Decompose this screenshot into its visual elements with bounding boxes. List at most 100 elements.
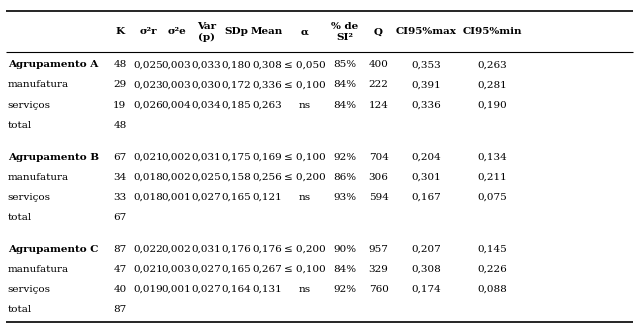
- Text: 0,353: 0,353: [412, 60, 442, 69]
- Text: ns: ns: [298, 285, 311, 294]
- Text: 0,027: 0,027: [192, 193, 221, 202]
- Text: 0,018: 0,018: [134, 173, 164, 182]
- Text: σ²r: σ²r: [140, 27, 157, 36]
- Text: 0,226: 0,226: [477, 265, 507, 274]
- Text: 0,027: 0,027: [192, 285, 221, 294]
- Text: 0,023: 0,023: [134, 80, 164, 90]
- Text: 0,121: 0,121: [252, 193, 282, 202]
- Text: 0,281: 0,281: [477, 80, 507, 90]
- Text: 0,022: 0,022: [134, 245, 164, 254]
- Text: 0,263: 0,263: [477, 60, 507, 69]
- Text: 0,001: 0,001: [162, 193, 192, 202]
- Text: ≤ 0,050: ≤ 0,050: [284, 60, 325, 69]
- Text: SDp: SDp: [225, 27, 249, 36]
- Text: 48: 48: [113, 121, 127, 129]
- Text: 0,190: 0,190: [477, 100, 507, 110]
- Text: 0,018: 0,018: [134, 193, 164, 202]
- Text: serviços: serviços: [8, 100, 50, 110]
- Text: 33: 33: [113, 193, 127, 202]
- Text: 0,165: 0,165: [222, 193, 252, 202]
- Text: 0,003: 0,003: [162, 60, 192, 69]
- Text: 0,075: 0,075: [477, 193, 507, 202]
- Text: total: total: [8, 121, 32, 129]
- Text: 0,167: 0,167: [412, 193, 442, 202]
- Text: 400: 400: [369, 60, 389, 69]
- Text: 760: 760: [369, 285, 389, 294]
- Text: 306: 306: [369, 173, 389, 182]
- Text: 29: 29: [113, 80, 127, 90]
- Text: 0,002: 0,002: [162, 173, 192, 182]
- Text: ns: ns: [298, 100, 311, 110]
- Text: 0,031: 0,031: [192, 245, 221, 254]
- Text: 0,031: 0,031: [192, 153, 221, 162]
- Text: 0,175: 0,175: [222, 153, 252, 162]
- Text: 40: 40: [113, 285, 127, 294]
- Text: ≤ 0,200: ≤ 0,200: [284, 173, 325, 182]
- Text: 0,025: 0,025: [192, 173, 221, 182]
- Text: 0,180: 0,180: [222, 60, 252, 69]
- Text: 92%: 92%: [334, 285, 357, 294]
- Text: 0,003: 0,003: [162, 265, 192, 274]
- Text: 0,027: 0,027: [192, 265, 221, 274]
- Text: 0,004: 0,004: [162, 100, 192, 110]
- Text: 92%: 92%: [334, 153, 357, 162]
- Text: manufatura: manufatura: [8, 80, 69, 90]
- Text: 0,025: 0,025: [134, 60, 164, 69]
- Text: 0,158: 0,158: [222, 173, 252, 182]
- Text: manufatura: manufatura: [8, 265, 69, 274]
- Text: 0,207: 0,207: [412, 245, 442, 254]
- Text: total: total: [8, 213, 32, 222]
- Text: 0,336: 0,336: [252, 80, 282, 90]
- Text: 0,145: 0,145: [477, 245, 507, 254]
- Text: 0,204: 0,204: [412, 153, 442, 162]
- Text: 329: 329: [369, 265, 389, 274]
- Text: Agrupamento C: Agrupamento C: [8, 245, 98, 254]
- Text: 0,030: 0,030: [192, 80, 221, 90]
- Text: 0,308: 0,308: [412, 265, 442, 274]
- Text: 0,131: 0,131: [252, 285, 282, 294]
- Text: 0,308: 0,308: [252, 60, 282, 69]
- Text: 19: 19: [113, 100, 127, 110]
- Text: ≤ 0,100: ≤ 0,100: [284, 153, 325, 162]
- Text: 0,002: 0,002: [162, 245, 192, 254]
- Text: ≤ 0,100: ≤ 0,100: [284, 265, 325, 274]
- Text: 84%: 84%: [334, 265, 357, 274]
- Text: 0,256: 0,256: [252, 173, 282, 182]
- Text: Agrupamento B: Agrupamento B: [8, 153, 99, 162]
- Text: 86%: 86%: [334, 173, 357, 182]
- Text: 0,176: 0,176: [222, 245, 252, 254]
- Text: 0,174: 0,174: [412, 285, 442, 294]
- Text: manufatura: manufatura: [8, 173, 69, 182]
- Text: 0,301: 0,301: [412, 173, 442, 182]
- Text: 67: 67: [113, 153, 127, 162]
- Text: 0,263: 0,263: [252, 100, 282, 110]
- Text: α: α: [300, 27, 309, 36]
- Text: ns: ns: [298, 193, 311, 202]
- Text: 0,165: 0,165: [222, 265, 252, 274]
- Text: 704: 704: [369, 153, 389, 162]
- Text: CI95%min: CI95%min: [462, 27, 522, 36]
- Text: 93%: 93%: [334, 193, 357, 202]
- Text: K: K: [115, 27, 125, 36]
- Text: ≤ 0,100: ≤ 0,100: [284, 80, 325, 90]
- Text: Q: Q: [374, 27, 383, 36]
- Text: 957: 957: [369, 245, 389, 254]
- Text: 0,021: 0,021: [134, 153, 164, 162]
- Text: 0,088: 0,088: [477, 285, 507, 294]
- Text: 0,211: 0,211: [477, 173, 507, 182]
- Text: 0,391: 0,391: [412, 80, 442, 90]
- Text: Mean: Mean: [251, 27, 283, 36]
- Text: 0,185: 0,185: [222, 100, 252, 110]
- Text: 0,267: 0,267: [252, 265, 282, 274]
- Text: 0,172: 0,172: [222, 80, 252, 90]
- Text: total: total: [8, 305, 32, 314]
- Text: 84%: 84%: [334, 80, 357, 90]
- Text: 594: 594: [369, 193, 389, 202]
- Text: 87: 87: [113, 305, 127, 314]
- Text: Var
(p): Var (p): [197, 22, 216, 42]
- Text: 0,134: 0,134: [477, 153, 507, 162]
- Text: 0,033: 0,033: [192, 60, 221, 69]
- Text: Agrupamento A: Agrupamento A: [8, 60, 98, 69]
- Text: 0,003: 0,003: [162, 80, 192, 90]
- Text: % de
SI²: % de SI²: [332, 22, 358, 42]
